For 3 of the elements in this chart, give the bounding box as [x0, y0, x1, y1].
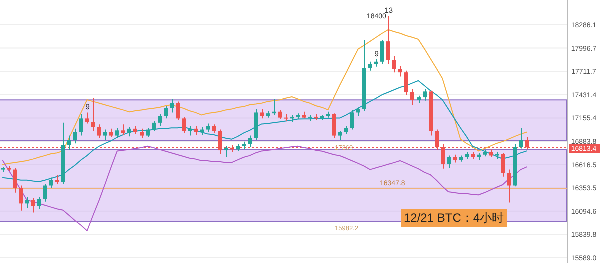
line-series — [2, 146, 528, 232]
text: 12/21 BTC：4小时 — [404, 211, 504, 225]
line-series — [2, 29, 528, 166]
